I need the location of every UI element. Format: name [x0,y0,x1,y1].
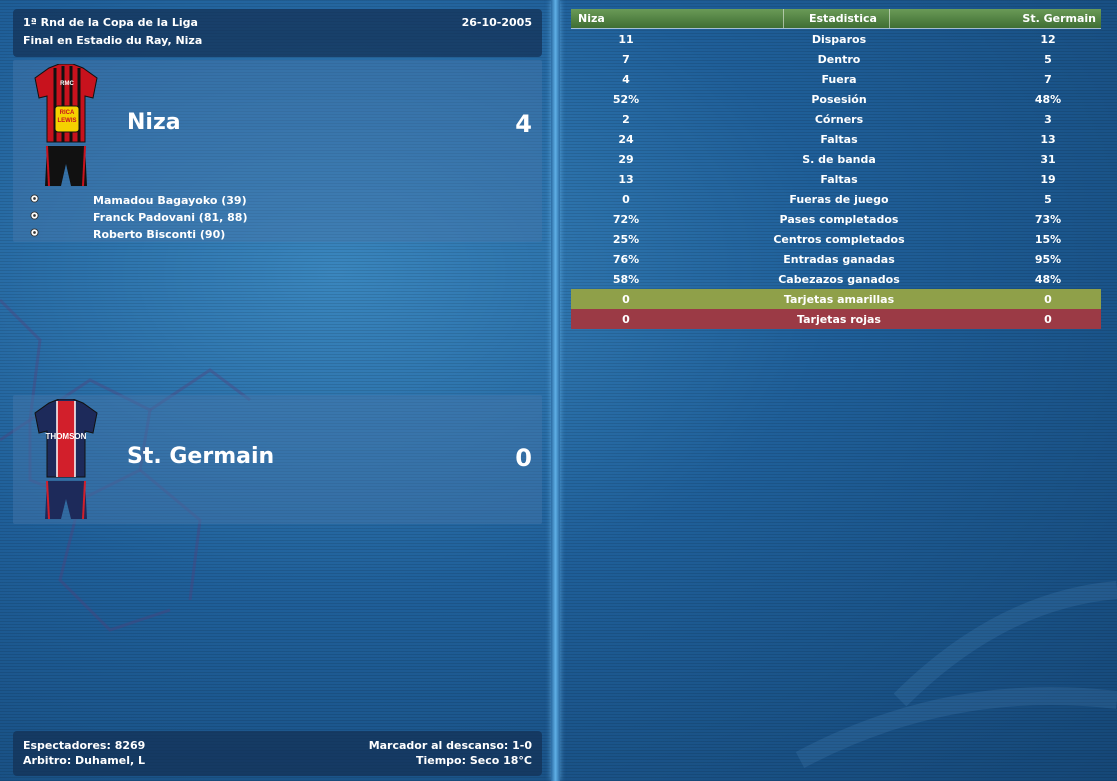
weather-text: Tiempo: Seco 18°C [415,754,532,767]
away-score: 0 [515,444,532,472]
stats-header-away: St. Germain [1022,12,1096,25]
stats-row: 24 Faltas 13 [571,129,1101,149]
stats-away-value: 73% [1034,213,1062,226]
stats-row: 76% Entradas ganadas 95% [571,249,1101,269]
stats-row: 13 Faltas 19 [571,169,1101,189]
stats-home-value: 58% [612,273,640,286]
stats-home-value: 2 [622,113,630,126]
home-score: 4 [515,110,532,138]
away-kit-sponsor-text: THOMSON [46,432,87,441]
stats-label: Tarjetas rojas [797,313,881,326]
stats-away-value: 48% [1034,273,1062,286]
stats-home-value: 29 [618,153,634,166]
stats-row: 0 Tarjetas rojas 0 [571,309,1101,329]
stats-label: Entradas ganadas [783,253,895,266]
stats-header-separator [783,9,784,28]
center-divider [551,0,560,781]
stats-label: Faltas [820,173,858,186]
home-scorer-2: Franck Padovani (81, 88) [93,211,248,224]
stats-home-value: 72% [612,213,640,226]
stats-away-value: 12 [1040,33,1056,46]
stats-home-value: 0 [622,193,630,206]
stats-row: 7 Dentro 5 [571,49,1101,69]
stats-home-value: 0 [622,293,630,306]
stats-row: 25% Centros completados 15% [571,229,1101,249]
stats-label: Centros completados [773,233,905,246]
stats-label: Pases completados [779,213,899,226]
stats-away-value: 31 [1040,153,1056,166]
away-team-panel: THOMSON St. Germain 0 [13,395,542,524]
stats-home-value: 52% [612,93,640,106]
home-kit-sponsor-text: RICA LEWIS [57,110,77,124]
away-kit-icon: THOMSON [34,399,98,520]
match-header-panel: 1ª Rnd de la Copa de la Liga 26-10-2005 … [13,9,542,57]
stats-row: 0 Tarjetas amarillas 0 [571,289,1101,309]
stats-label: Córners [814,113,864,126]
attendance-text: Espectadores: 8269 [23,739,146,752]
stats-label: Disparos [811,33,867,46]
goal-ball-icon [30,228,39,237]
stats-away-value: 0 [1044,293,1052,306]
stats-away-value: 13 [1040,133,1056,146]
referee-text: Arbitro: Duhamel, L [23,754,145,767]
stats-header-underline [571,28,1101,29]
home-kit-icon: RMC RICA LEWIS [34,64,98,186]
stats-row: 4 Fuera 7 [571,69,1101,89]
stats-away-value: 0 [1044,313,1052,326]
match-info-footer: Espectadores: 8269 Arbitro: Duhamel, L M… [13,731,542,776]
stats-rows: 11 Disparos 12 7 Dentro 5 4 Fuera 7 52% Posesión 48… [571,29,1101,329]
goal-ball-icon [30,211,39,220]
stats-away-value: 95% [1034,253,1062,266]
stats-row: 11 Disparos 12 [571,29,1101,49]
stats-label: Faltas [820,133,858,146]
goal-ball-icon [30,194,39,203]
stats-row: 58% Cabezazos ganados 48% [571,269,1101,289]
stats-label: Posesión [811,93,867,106]
stats-home-value: 13 [618,173,634,186]
stats-header-separator [889,9,890,28]
stats-header-label: Estadistica [809,12,877,25]
match-date: 26-10-2005 [461,16,532,29]
stats-away-value: 5 [1044,53,1052,66]
stats-home-value: 25% [612,233,640,246]
stats-header-home: Niza [578,12,605,25]
stats-home-value: 4 [622,73,630,86]
stats-label: Tarjetas amarillas [783,293,895,306]
stats-row: 72% Pases completados 73% [571,209,1101,229]
stats-home-value: 0 [622,313,630,326]
stats-row: 2 Córners 3 [571,109,1101,129]
stats-header-row: Niza Estadistica St. Germain [571,9,1101,28]
stats-row: 52% Posesión 48% [571,89,1101,109]
stats-home-value: 11 [618,33,634,46]
home-scorer-3: Roberto Bisconti (90) [93,228,226,241]
stats-away-value: 48% [1034,93,1062,106]
stats-label: Dentro [817,53,861,66]
stats-label: Cabezazos ganados [778,273,900,286]
competition-title: 1ª Rnd de la Copa de la Liga [23,16,198,29]
venue-text: Final en Estadio du Ray, Niza [23,34,203,47]
away-team-name: St. Germain [127,444,275,469]
stats-away-value: 19 [1040,173,1056,186]
home-team-name: Niza [127,110,181,135]
stats-label: Fuera [821,73,857,86]
stats-away-value: 7 [1044,73,1052,86]
stats-row: 29 S. de banda 31 [571,149,1101,169]
stats-label: Fueras de juego [789,193,889,206]
home-scorer-1: Mamadou Bagayoko (39) [93,194,247,207]
home-kit-sponsor-top: RMC [60,81,74,87]
stats-away-value: 5 [1044,193,1052,206]
stats-table: Niza Estadistica St. Germain 11 Disparos 1… [571,9,1101,329]
stats-home-value: 24 [618,133,634,146]
stats-home-value: 7 [622,53,630,66]
stats-away-value: 15% [1034,233,1062,246]
stats-home-value: 76% [612,253,640,266]
home-team-panel: RMC RICA LEWIS Niza 4 Mamadou Bagayoko (… [13,60,542,242]
stats-label: S. de banda [802,153,876,166]
stats-row: 0 Fueras de juego 5 [571,189,1101,209]
stats-away-value: 3 [1044,113,1052,126]
halftime-score-text: Marcador al descanso: 1-0 [368,739,532,752]
